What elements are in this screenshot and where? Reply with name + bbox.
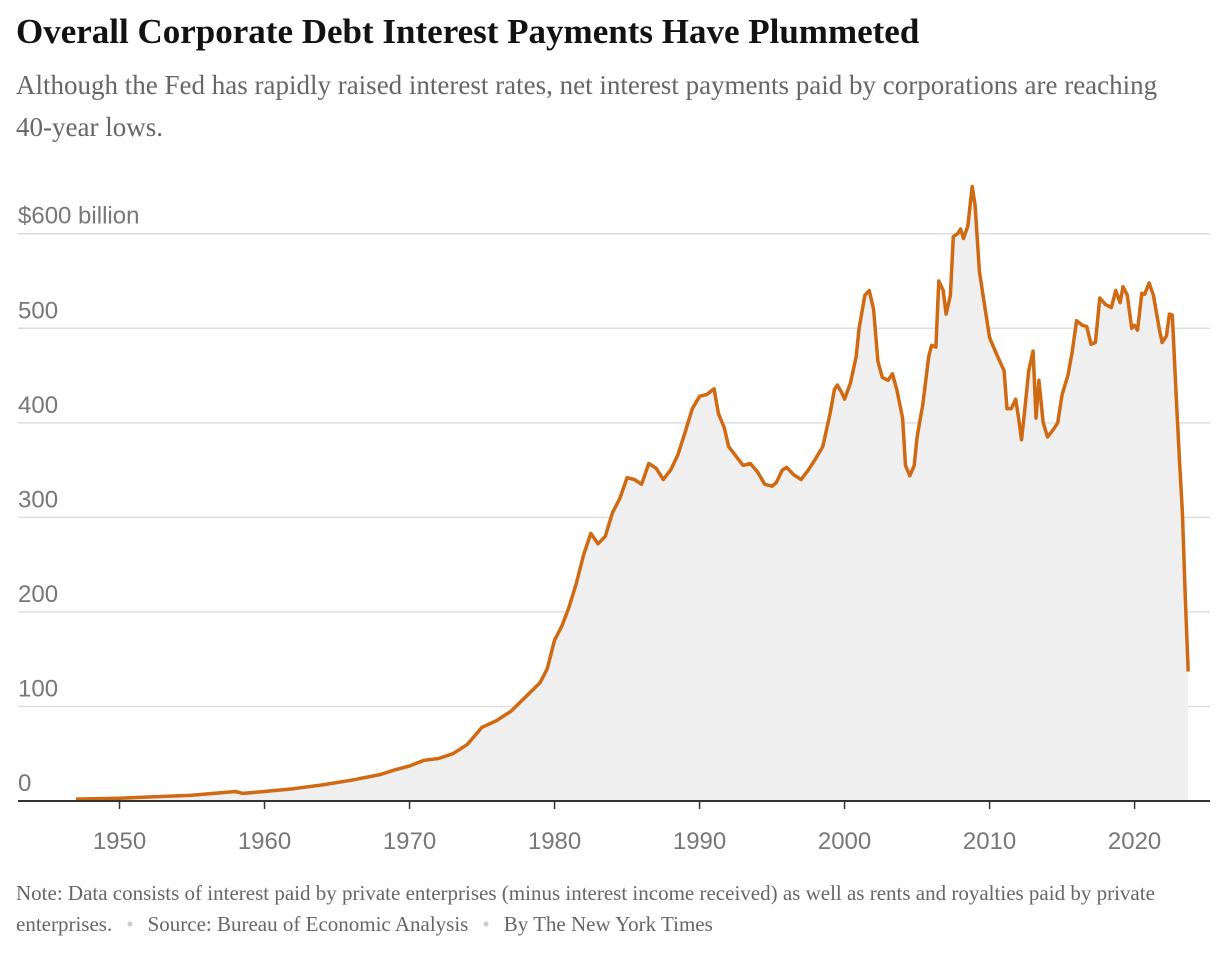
separator: •: [482, 912, 490, 936]
x-tick-label: 1950: [93, 828, 146, 855]
x-tick-label: 2000: [818, 828, 871, 855]
x-tick-label: 2010: [963, 828, 1016, 855]
x-tick-label: 1990: [673, 828, 726, 855]
chart-title: Overall Corporate Debt Interest Payments…: [16, 12, 920, 51]
y-tick-label: 400: [18, 392, 58, 419]
x-tick-label: 1970: [383, 828, 436, 855]
separator: •: [126, 912, 134, 936]
y-tick-label: 100: [18, 675, 58, 702]
chart-subtitle: Although the Fed has rapidly raised inte…: [16, 70, 1158, 142]
source: Source: Bureau of Economic Analysis: [147, 912, 469, 936]
y-tick-label: 300: [18, 486, 58, 513]
y-tick-label: $600 billion: [18, 203, 139, 230]
y-tick-label: 0: [18, 770, 31, 797]
y-tick-label: 500: [18, 297, 58, 324]
note: Note: Data consists of interest paid by …: [16, 881, 1155, 936]
x-tick-label: 2020: [1108, 828, 1161, 855]
y-tick-label: 200: [18, 581, 58, 608]
x-tick-label: 1960: [238, 828, 291, 855]
x-tick-label: 1980: [528, 828, 581, 855]
footer: Note: Data consists of interest paid by …: [16, 878, 1196, 940]
data-line: [75, 184, 1190, 801]
credit: By The New York Times: [503, 912, 713, 936]
area-fill: [76, 186, 1189, 801]
